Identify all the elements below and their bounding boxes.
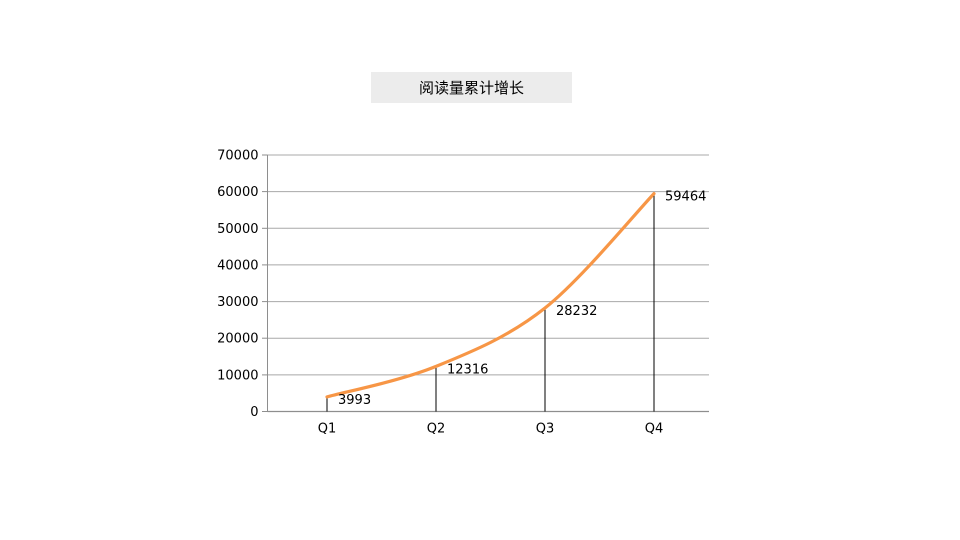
data-label: 3993 xyxy=(338,393,371,408)
series-line xyxy=(325,192,656,399)
x-axis-label: Q3 xyxy=(536,422,555,437)
x-axis-label: Q1 xyxy=(318,422,337,437)
y-axis-label: 10000 xyxy=(217,368,258,383)
x-axis-label: Q2 xyxy=(427,422,446,437)
x-axis-label: Q4 xyxy=(645,422,664,437)
data-label: 28232 xyxy=(556,304,597,319)
chart-title: 阅读量累计增长 xyxy=(418,79,524,97)
y-axis-label: 0 xyxy=(250,405,258,420)
y-axis-label: 20000 xyxy=(217,332,258,347)
data-label: 12316 xyxy=(447,362,488,377)
y-axis-label: 50000 xyxy=(217,222,258,237)
y-axis-label: 30000 xyxy=(217,295,258,310)
chart-title-box: 阅读量累计增长 xyxy=(371,72,572,103)
y-axis-label: 60000 xyxy=(217,185,258,200)
y-axis-label: 40000 xyxy=(217,258,258,273)
data-label: 59464 xyxy=(665,190,706,205)
y-axis-label: 70000 xyxy=(217,149,258,164)
